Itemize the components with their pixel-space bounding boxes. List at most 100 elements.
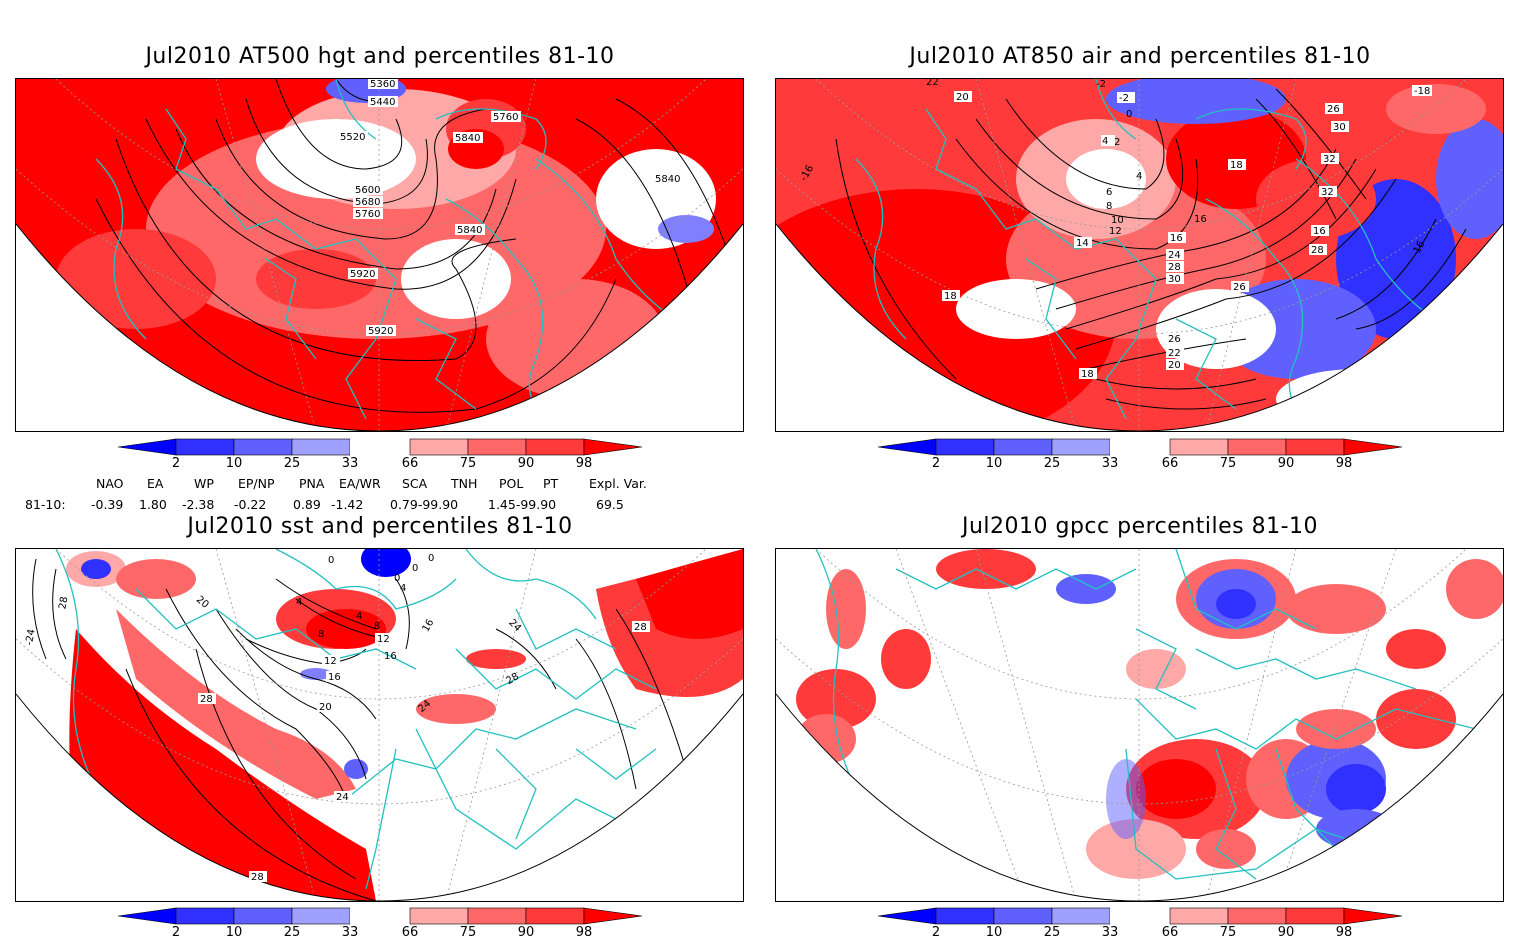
colorbar-label: 25 <box>283 456 301 471</box>
contour-label: 20 <box>956 92 969 103</box>
contour-label: 5840 <box>455 133 480 144</box>
colorbar-label: 10 <box>985 925 1003 940</box>
contour-label: 5760 <box>493 112 518 123</box>
contour-label: 6 <box>1106 187 1112 198</box>
colorbar-label: 10 <box>225 456 243 471</box>
contour-label: 8 <box>374 621 380 632</box>
contour-label: 5680 <box>355 197 380 208</box>
contour-label: 32 <box>1321 187 1334 198</box>
colorbar-label: 2 <box>931 925 941 940</box>
contour-label: 26 <box>1327 104 1340 115</box>
colorbar-label: 66 <box>401 925 419 940</box>
teleconnection-indices: NAO EA WP EP/NP PNA EA/WR SCA TNH POL PT… <box>0 476 760 512</box>
contour-label: 28 <box>251 872 264 883</box>
contour-label: 5840 <box>655 174 680 185</box>
contour-label: 20 <box>319 702 332 713</box>
colorbar-label: 98 <box>575 456 593 471</box>
contour-label: 22 <box>926 79 939 88</box>
index-value: 0.89 <box>293 497 321 512</box>
contour-label: 5760 <box>355 209 380 220</box>
colorbar-label: 33 <box>1101 456 1119 471</box>
contour-label: 12 <box>1109 226 1122 237</box>
colorbar-label: 66 <box>1161 456 1179 471</box>
colorbar-label: 25 <box>283 925 301 940</box>
colorbar-swatches <box>877 438 1403 456</box>
index-value: -0.39 <box>91 497 124 512</box>
contour-label: 0 <box>412 563 418 574</box>
panel-title-hgt500: Jul2010 AT500 hgt and percentiles 81-10 <box>145 44 615 69</box>
contour-label: 16 <box>1170 233 1183 244</box>
colorbar-swatches <box>117 438 643 456</box>
colorbar-hgt500: 2 10 25 33 66 75 90 98 <box>0 437 760 471</box>
index-header: EP/NP <box>238 476 275 491</box>
contour-label: 30 <box>1333 122 1346 133</box>
colorbar-label: 2 <box>171 456 181 471</box>
contour-label: 16 <box>328 672 341 683</box>
contour-label: 30 <box>1168 274 1181 285</box>
contour-label: 28 <box>1311 245 1324 256</box>
contour-label: 26 <box>1168 334 1181 345</box>
contour-label: 32 <box>1323 154 1336 165</box>
contour-label: 5840 <box>457 225 482 236</box>
colorbar-label: 90 <box>517 456 535 471</box>
contour-label: -2 <box>1096 79 1106 90</box>
contour-label: 16 <box>384 651 397 662</box>
map-panel-air850: 22 20 -2 -2 0 2 4 4 6 8 10 12 14 16 16 1… <box>775 78 1504 432</box>
contour-label: 22 <box>1168 348 1181 359</box>
contour-label: 4 <box>1102 136 1108 147</box>
colorbar-label: 98 <box>1335 456 1353 471</box>
colorbar-label: 90 <box>517 925 535 940</box>
colorbar-label: 90 <box>1277 456 1295 471</box>
contour-label: 28 <box>1168 262 1181 273</box>
contour-label: 8 <box>318 629 324 640</box>
index-row-label: 81-10: <box>25 497 66 512</box>
colorbar-air850: 2 10 25 33 66 75 90 98 <box>760 437 1520 471</box>
colorbar-label: 90 <box>1277 925 1295 940</box>
colorbar-label: 10 <box>225 925 243 940</box>
panel-title-gpcc: Jul2010 gpcc percentiles 81-10 <box>961 514 1319 539</box>
colorbar-label: 75 <box>1219 925 1237 940</box>
index-header: TNH <box>451 476 478 491</box>
contour-label: 28 <box>634 622 647 633</box>
contour-label: 5920 <box>350 269 375 280</box>
contour-label: -18 <box>1414 86 1430 97</box>
colorbar-label: 33 <box>1101 925 1119 940</box>
contour-label: 24 <box>1168 250 1181 261</box>
index-header: POL <box>499 476 524 491</box>
colorbar-label: 2 <box>931 456 941 471</box>
index-value: 1.80 <box>139 497 167 512</box>
contour-label: 0 <box>1126 109 1132 120</box>
colorbar-swatches <box>877 907 1403 925</box>
map-air850: 22 20 -2 -2 0 2 4 4 6 8 10 12 14 16 16 1… <box>776 79 1503 431</box>
panel-title-air850: Jul2010 AT850 air and percentiles 81-10 <box>909 44 1371 69</box>
contour-label: 4 <box>296 597 302 608</box>
colorbar-sst: 2 10 25 33 66 75 90 98 <box>0 906 760 940</box>
contour-label: 4 <box>400 583 406 594</box>
index-value: -0.22 <box>234 497 267 512</box>
colorbar-label: 75 <box>459 456 477 471</box>
colorbar-label: 75 <box>459 925 477 940</box>
contour-label: 0 <box>394 573 400 584</box>
contour-label: 26 <box>1233 282 1246 293</box>
contour-label: 18 <box>1081 369 1094 380</box>
colorbar-label: 66 <box>1161 925 1179 940</box>
colorbar-label: 25 <box>1043 456 1061 471</box>
index-value: -2.38 <box>182 497 215 512</box>
index-header: WP <box>194 476 214 491</box>
colorbar-label: 98 <box>575 925 593 940</box>
index-value: -1.42 <box>331 497 364 512</box>
contour-label: 5600 <box>355 185 380 196</box>
index-header: NAO <box>96 476 124 491</box>
colorbar-label: 25 <box>1043 925 1061 940</box>
contour-label: 5360 <box>370 79 395 90</box>
colorbar-label: 33 <box>341 925 359 940</box>
contour-label: 14 <box>1076 238 1089 249</box>
contour-label: -24 <box>24 628 38 646</box>
index-value: 1.45-99.90 <box>488 497 557 512</box>
contour-label: 18 <box>1230 160 1243 171</box>
contour-label: 10 <box>1111 215 1124 226</box>
panel-title-sst: Jul2010 sst and percentiles 81-10 <box>187 514 573 539</box>
contour-label: 18 <box>944 291 957 302</box>
colorbar-label: 33 <box>341 456 359 471</box>
map-panel-gpcc <box>775 548 1504 902</box>
